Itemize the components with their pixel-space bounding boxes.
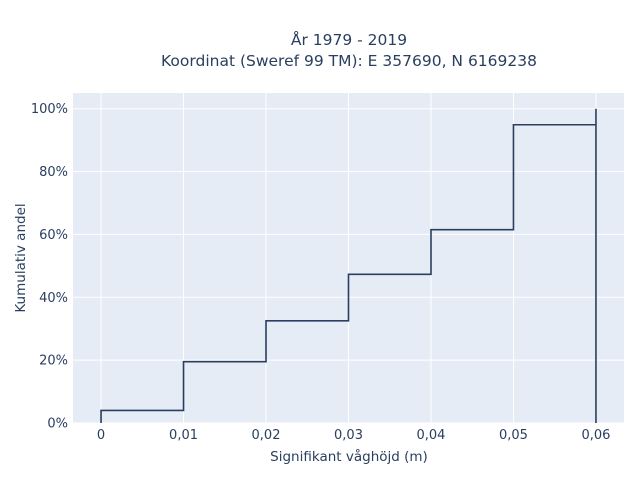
chart-title-line-2: Koordinat (Sweref 99 TM): E 357690, N 61… (161, 52, 537, 70)
x-tick-label: 0,04 (417, 428, 446, 443)
y-tick-label: 60% (39, 228, 68, 243)
x-axis-title: Signifikant våghöjd (m) (270, 448, 428, 465)
x-tick-label: 0,06 (581, 428, 610, 443)
series (100, 108, 597, 423)
y-tick-label: 40% (39, 291, 68, 306)
x-axis-ticks: 0 0,01 0,02 0,03 0,04 0,05 0,06 (97, 428, 611, 443)
y-tick-label: 0% (47, 417, 68, 432)
cdf-step-line (100, 108, 597, 423)
x-tick-label: 0,05 (499, 428, 528, 443)
x-tick-label: 0,02 (252, 428, 281, 443)
y-tick-label: 20% (39, 354, 68, 369)
x-tick-label: 0,03 (334, 428, 363, 443)
y-tick-label: 100% (31, 102, 68, 117)
y-axis-ticks: 0% 20% 40% 60% 80% 100% (31, 102, 68, 431)
x-tick-label: 0 (97, 428, 105, 443)
x-tick-label: 0,01 (169, 428, 198, 443)
chart-title-line-1: År 1979 - 2019 (291, 30, 407, 49)
y-axis-title: Kumulativ andel (13, 203, 29, 312)
y-tick-label: 80% (39, 165, 68, 180)
